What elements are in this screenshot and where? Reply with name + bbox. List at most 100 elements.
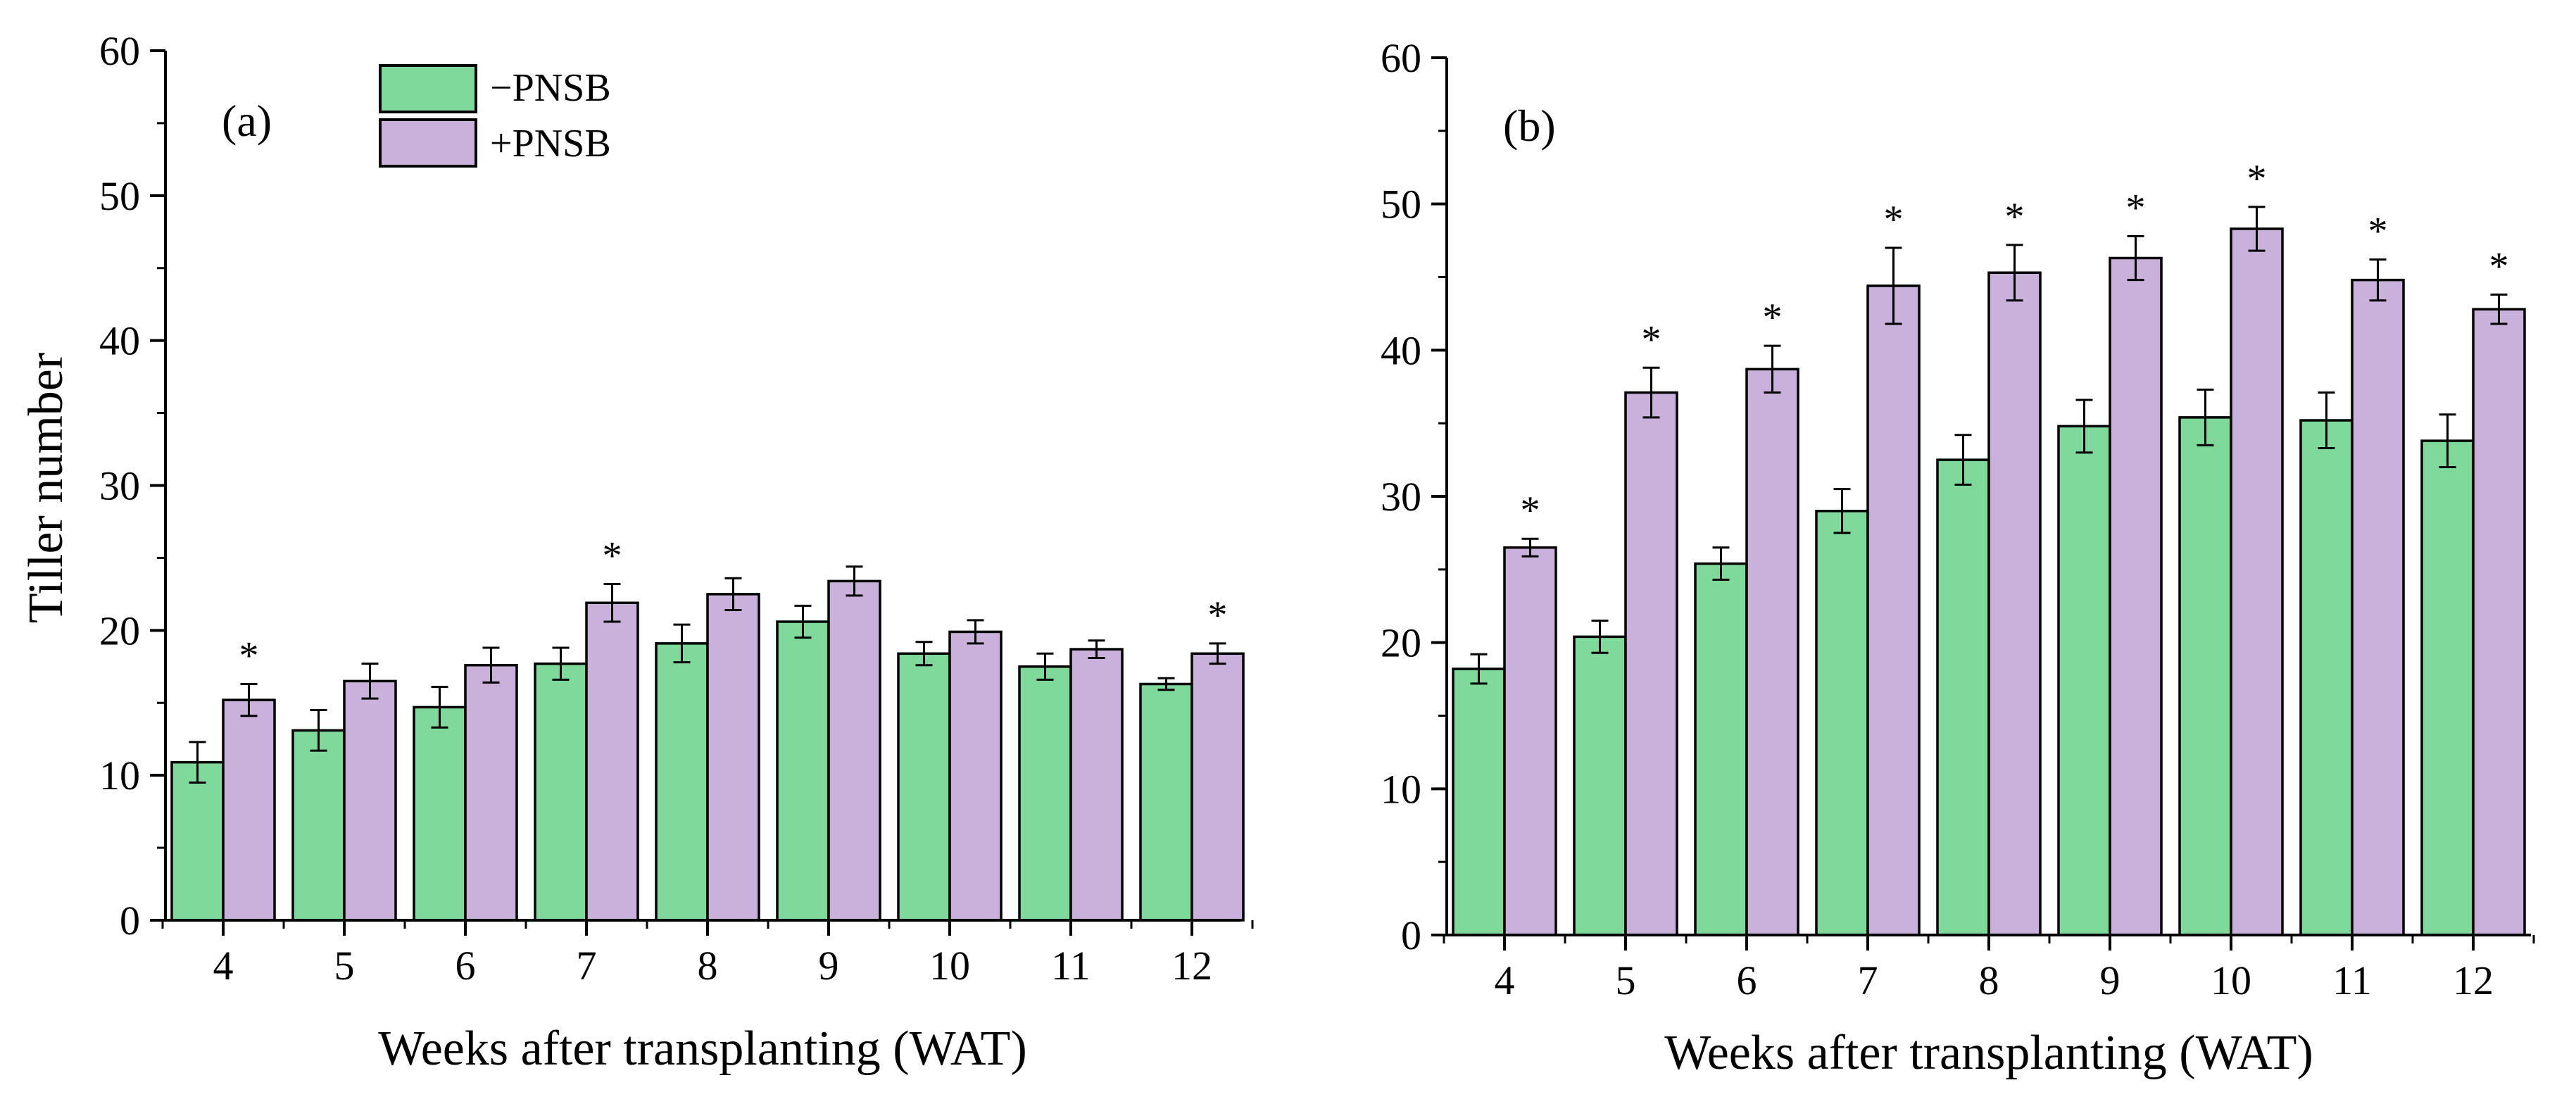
legend-swatch-plus-pnsb: [379, 118, 477, 168]
y-tick-label-50: 50: [1381, 182, 1421, 227]
y-tick-label-20: 20: [99, 608, 140, 653]
x-tick-label-11: 11: [1051, 943, 1091, 989]
bar-plus-pnsb-wk11: [1069, 648, 1124, 922]
y-tick-label-20: 20: [1381, 620, 1421, 666]
significance-star-wk7: *: [1884, 198, 1904, 242]
panel-a-y-axis-title: Tiller number: [19, 353, 73, 623]
legend: −PNSB +PNSB: [379, 64, 611, 168]
bar-minus-pnsb-wk7: [1815, 510, 1869, 936]
bar-minus-pnsb-wk8: [1936, 458, 1990, 936]
y-tick-label-30: 30: [1381, 474, 1421, 520]
panel-a-label: (a): [222, 96, 272, 146]
panel-a-x-axis-title: Weeks after transplanting (WAT): [378, 1022, 1027, 1076]
x-tick-label-5: 5: [1616, 958, 1636, 1003]
x-tick-label-6: 6: [455, 943, 476, 989]
panel-b-axes: 0 10 20 30 40 50 60 4 5 6 7 8 9 10 11 12: [1381, 35, 2535, 1003]
significance-star-wk7: *: [603, 534, 622, 577]
x-tick-label-8: 8: [698, 943, 718, 989]
significance-star-wk11: *: [2368, 210, 2388, 253]
bar-minus-pnsb-wk10: [897, 652, 951, 922]
legend-label-plus-pnsb: +PNSB: [490, 122, 611, 165]
panel-a-chart: * * * 0 10 20 30 40 50 60 4 5 6 7 8 9 10 11 12 (a) Tiller…: [19, 28, 1254, 1076]
significance-star-wk6: *: [1763, 296, 1783, 339]
significance-star-wk12: *: [2489, 244, 2509, 288]
bar-plus-pnsb-wk10: [948, 630, 1003, 922]
significance-star-wk12: *: [1208, 594, 1228, 637]
x-tick-label-4: 4: [213, 943, 234, 989]
bar-plus-pnsb-wk12: [1190, 652, 1245, 922]
x-tick-label-12: 12: [2453, 958, 2494, 1003]
bar-minus-pnsb-wk9: [2057, 425, 2111, 936]
bar-plus-pnsb-wk6: [464, 663, 518, 922]
bar-plus-pnsb-wk12: [2472, 308, 2526, 936]
x-tick-label-9: 9: [2100, 958, 2121, 1003]
panel-b-significance-markers: * * * * * * * * *: [1521, 157, 2509, 532]
bar-minus-pnsb-wk7: [534, 662, 588, 922]
bar-minus-pnsb-wk6: [413, 705, 467, 922]
bar-minus-pnsb-wk11: [2299, 419, 2354, 936]
significance-star-wk5: *: [1642, 318, 1661, 361]
bar-plus-pnsb-wk7: [1866, 284, 1921, 936]
x-tick-label-6: 6: [1737, 958, 1757, 1003]
y-tick-label-40: 40: [1381, 327, 1421, 373]
bar-minus-pnsb-wk8: [655, 642, 709, 922]
bar-minus-pnsb-wk12: [2420, 439, 2475, 936]
bar-minus-pnsb-wk5: [291, 729, 346, 922]
bar-plus-pnsb-wk5: [1624, 391, 1678, 936]
y-tick-label-0: 0: [120, 898, 140, 943]
bar-plus-pnsb-wk8: [706, 593, 760, 922]
x-tick-label-5: 5: [334, 943, 355, 989]
bar-plus-pnsb-wk4: [222, 698, 276, 922]
y-tick-label-0: 0: [1401, 912, 1421, 958]
y-tick-label-30: 30: [99, 463, 140, 509]
y-tick-label-10: 10: [99, 753, 140, 798]
significance-star-wk10: *: [2247, 157, 2267, 201]
x-tick-label-10: 10: [929, 943, 970, 989]
bar-minus-pnsb-wk11: [1018, 665, 1072, 922]
panel-b-x-axis-title: Weeks after transplanting (WAT): [1664, 1026, 2313, 1080]
bar-plus-pnsb-wk4: [1503, 546, 1557, 936]
x-tick-label-10: 10: [2211, 958, 2251, 1003]
x-tick-label-7: 7: [1858, 958, 1878, 1003]
legend-label-minus-pnsb: −PNSB: [490, 66, 611, 110]
x-tick-label-7: 7: [577, 943, 597, 989]
significance-star-wk9: *: [2126, 186, 2146, 230]
bar-minus-pnsb-wk6: [1694, 562, 1748, 936]
legend-swatch-minus-pnsb: [379, 64, 477, 113]
panel-b-error-bars: [1470, 206, 2508, 685]
bar-minus-pnsb-wk9: [776, 620, 830, 922]
bar-plus-pnsb-wk8: [1987, 271, 2042, 936]
panel-a-bars: [170, 579, 1245, 922]
bar-minus-pnsb-wk5: [1573, 635, 1627, 936]
y-tick-label-60: 60: [1381, 35, 1421, 81]
x-tick-label-12: 12: [1171, 943, 1212, 989]
significance-star-wk4: *: [1521, 489, 1540, 532]
x-tick-label-8: 8: [1979, 958, 1999, 1003]
bar-minus-pnsb-wk4: [1452, 667, 1506, 936]
bar-plus-pnsb-wk11: [2351, 278, 2405, 936]
x-tick-label-9: 9: [819, 943, 839, 989]
y-tick-label-50: 50: [99, 173, 140, 219]
panel-a-axes: 0 10 20 30 40 50 60 4 5 6 7 8 9 10 11 12: [99, 28, 1254, 989]
x-tick-label-11: 11: [2332, 958, 2372, 1003]
panel-a-error-bars: [189, 565, 1226, 784]
bar-plus-pnsb-wk6: [1745, 368, 1799, 936]
panel-a-significance-markers: * * *: [239, 534, 1228, 677]
y-tick-label-40: 40: [99, 318, 140, 364]
bar-plus-pnsb-wk10: [2230, 227, 2284, 936]
panel-b-label: (b): [1503, 101, 1556, 151]
bar-plus-pnsb-wk5: [343, 679, 397, 922]
y-tick-label-60: 60: [99, 28, 140, 74]
significance-star-wk4: *: [239, 634, 259, 677]
bar-minus-pnsb-wk4: [170, 760, 225, 922]
y-tick-label-10: 10: [1381, 766, 1421, 812]
bar-plus-pnsb-wk7: [585, 601, 639, 922]
bar-minus-pnsb-wk10: [2178, 416, 2232, 936]
bar-plus-pnsb-wk9: [2109, 256, 2163, 936]
significance-star-wk8: *: [2005, 195, 2025, 239]
bar-minus-pnsb-wk12: [1139, 682, 1193, 922]
bar-plus-pnsb-wk9: [827, 579, 881, 922]
x-tick-label-4: 4: [1495, 958, 1515, 1003]
